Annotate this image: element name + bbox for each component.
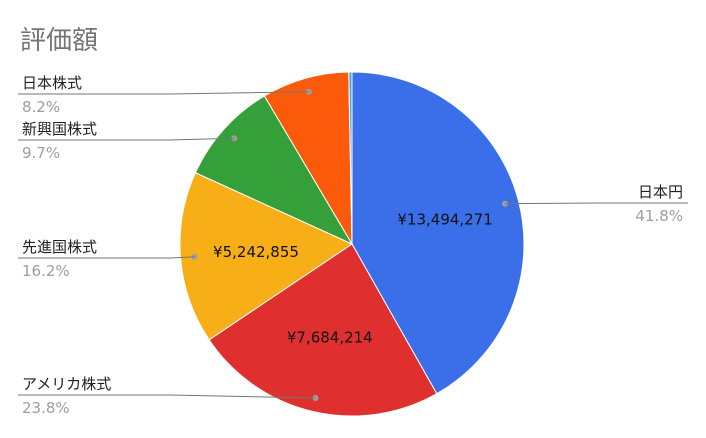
- pie-slice-4: [263, 71, 353, 246]
- slice-category-label-0: 日本円: [638, 183, 683, 201]
- leader-line-2: [18, 256, 195, 259]
- leader-line-0: [504, 202, 688, 205]
- leader-line-4: [18, 91, 309, 95]
- leader-line-3: [18, 137, 235, 141]
- slice-value-label-1: ¥7,684,214: [287, 329, 373, 347]
- slice-percent-label-4: 8.2%: [22, 98, 60, 116]
- slice-value-label-2: ¥5,242,855: [213, 243, 299, 261]
- pie-slice-5: [348, 71, 353, 245]
- pie-slice-0: [351, 71, 525, 395]
- slice-percent-label-2: 16.2%: [22, 262, 70, 280]
- slice-percent-label-0: 41.8%: [635, 207, 683, 225]
- slice-percent-label-3: 9.7%: [22, 144, 60, 162]
- slice-category-label-3: 新興国株式: [22, 120, 97, 138]
- pie-slice-3: [194, 95, 354, 246]
- slice-category-label-4: 日本株式: [22, 74, 82, 92]
- slice-category-label-2: 先進国株式: [22, 238, 97, 256]
- leader-line-1: [18, 394, 316, 399]
- slice-percent-label-1: 23.8%: [22, 399, 70, 417]
- pie-slice-1: [208, 243, 438, 417]
- chart-title: 評価額: [20, 26, 99, 56]
- pie-slice-2: [179, 172, 354, 341]
- slice-category-label-1: アメリカ株式: [22, 375, 111, 393]
- slice-value-label-0: ¥13,494,271: [397, 211, 492, 229]
